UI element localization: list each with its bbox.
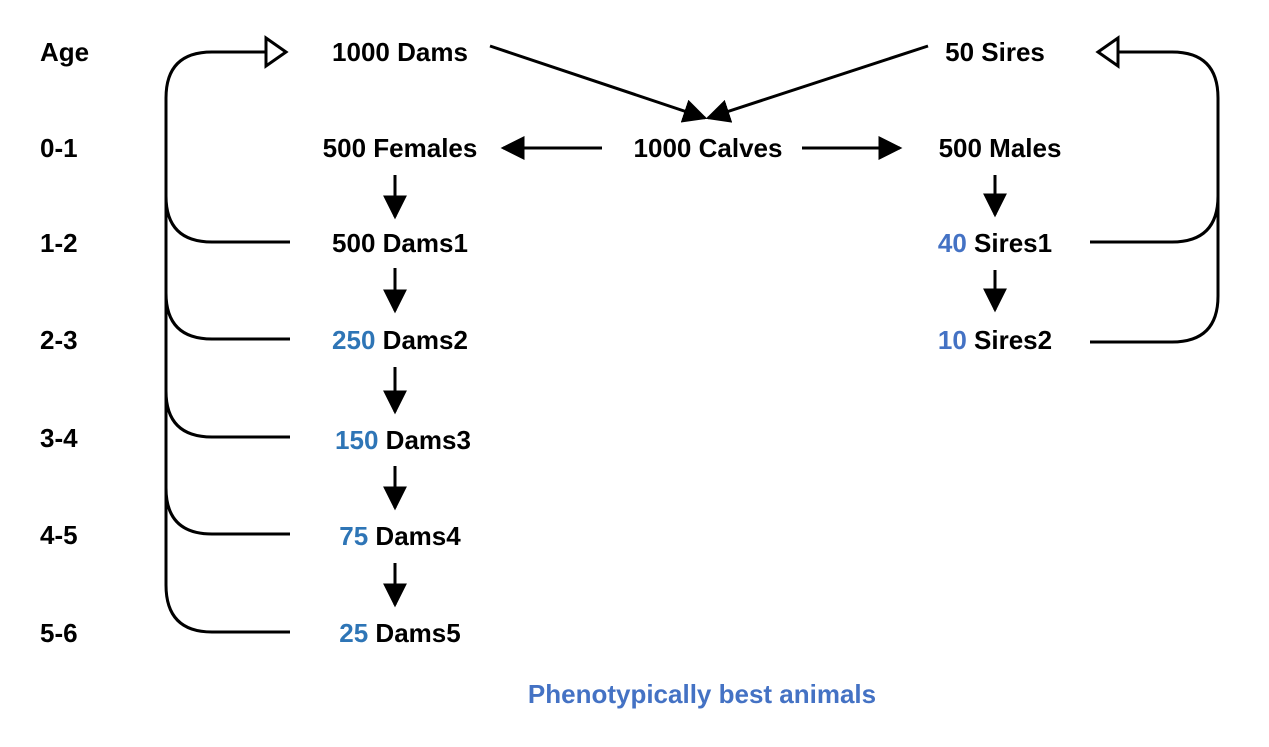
- dams2-count: 250: [332, 325, 376, 355]
- age-row: 1-2: [40, 228, 78, 258]
- node-females: 500 Females: [322, 133, 478, 163]
- dams5-count: 25: [339, 618, 369, 648]
- sires1-label: Sires1: [966, 228, 1053, 258]
- caption-best-animals: Phenotypically best animals: [527, 679, 877, 709]
- age-row: 0-1: [40, 133, 78, 163]
- age-header: Age: [40, 37, 90, 67]
- dams1-label: 500 Dams1: [332, 228, 468, 258]
- sires2-label: Sires2: [966, 325, 1053, 355]
- dams3-label: Dams3: [378, 425, 471, 455]
- node-dams2: 250 Dams2: [332, 325, 468, 355]
- arrow-sires-to-calves: [705, 44, 929, 123]
- dams4-count: 75: [339, 521, 369, 551]
- left-feedback-bracket: [164, 50, 290, 634]
- age-row: 2-3: [40, 325, 78, 355]
- arrowhead-right-open: [1095, 35, 1120, 69]
- node-sires2: 10 Sires2: [938, 325, 1052, 355]
- age-row: 5-6: [40, 618, 78, 648]
- node-males: 500 Males: [938, 133, 1062, 163]
- node-dams5: 25 Dams5: [339, 618, 460, 648]
- node-dams1: 500 Dams1: [332, 228, 468, 258]
- sires1-count: 40: [937, 228, 967, 258]
- right-feedback-bracket: [1090, 50, 1220, 344]
- node-dams3: 150 Dams3: [335, 425, 471, 455]
- node-sires1: 40 Sires1: [938, 228, 1052, 258]
- node-calves: 1000 Calves: [633, 133, 783, 163]
- sires2-count: 10: [937, 325, 967, 355]
- node-dams-parents: 1000 Dams: [332, 37, 468, 67]
- dams3-count: 150: [335, 425, 379, 455]
- node-dams4: 75 Dams4: [339, 521, 460, 551]
- dams4-label: Dams4: [368, 521, 461, 551]
- age-row: 3-4: [40, 423, 78, 453]
- arrowhead-left-open: [264, 35, 289, 69]
- dams2-label: Dams2: [375, 325, 468, 355]
- age-row: 4-5: [40, 520, 78, 550]
- arrow-dams-to-calves: [489, 44, 708, 123]
- dams5-label: Dams5: [368, 618, 461, 648]
- node-sires-parents: 50 Sires: [945, 37, 1045, 67]
